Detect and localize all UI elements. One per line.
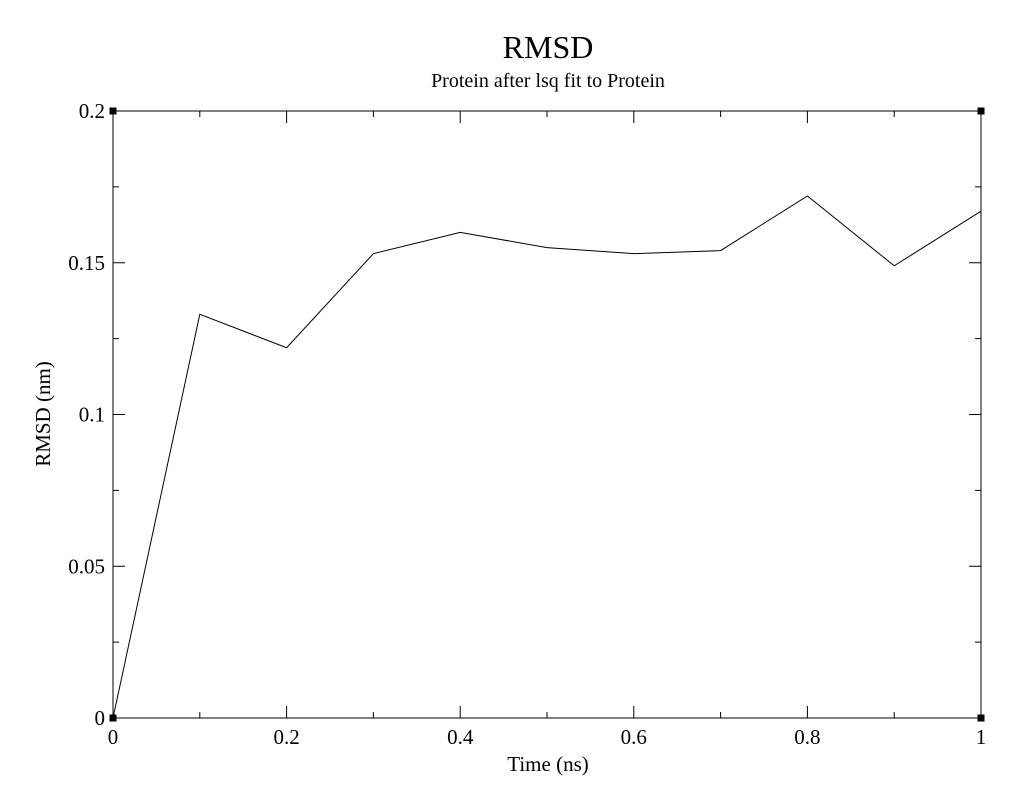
y-axis-label: RMSD (nm) (31, 361, 55, 467)
x-tick-label: 1 (976, 725, 987, 749)
y-tick-label: 0.2 (79, 99, 105, 123)
plot-area: 0 0.2 0.4 0.6 0.8 1 0 0.05 0.1 0.15 0.2 (68, 99, 986, 749)
chart-title: RMSD (503, 29, 594, 65)
x-tick-label: 0.2 (273, 725, 299, 749)
x-axis-label: Time (ns) (507, 752, 589, 776)
plot-frame (112, 110, 982, 719)
y-tick-label: 0.1 (79, 403, 105, 427)
rmsd-series-line (112, 195, 982, 719)
y-tick-label: 0.05 (68, 554, 105, 578)
x-tick-label: 0.8 (794, 725, 820, 749)
chart-subtitle: Protein after lsq fit to Protein (431, 70, 665, 92)
y-tick-label: 0.15 (68, 251, 105, 275)
x-tick-label: 0.6 (621, 725, 647, 749)
y-tick-label: 0 (95, 706, 106, 730)
x-tick-label: 0.4 (447, 725, 474, 749)
x-tick-label: 0 (108, 725, 119, 749)
